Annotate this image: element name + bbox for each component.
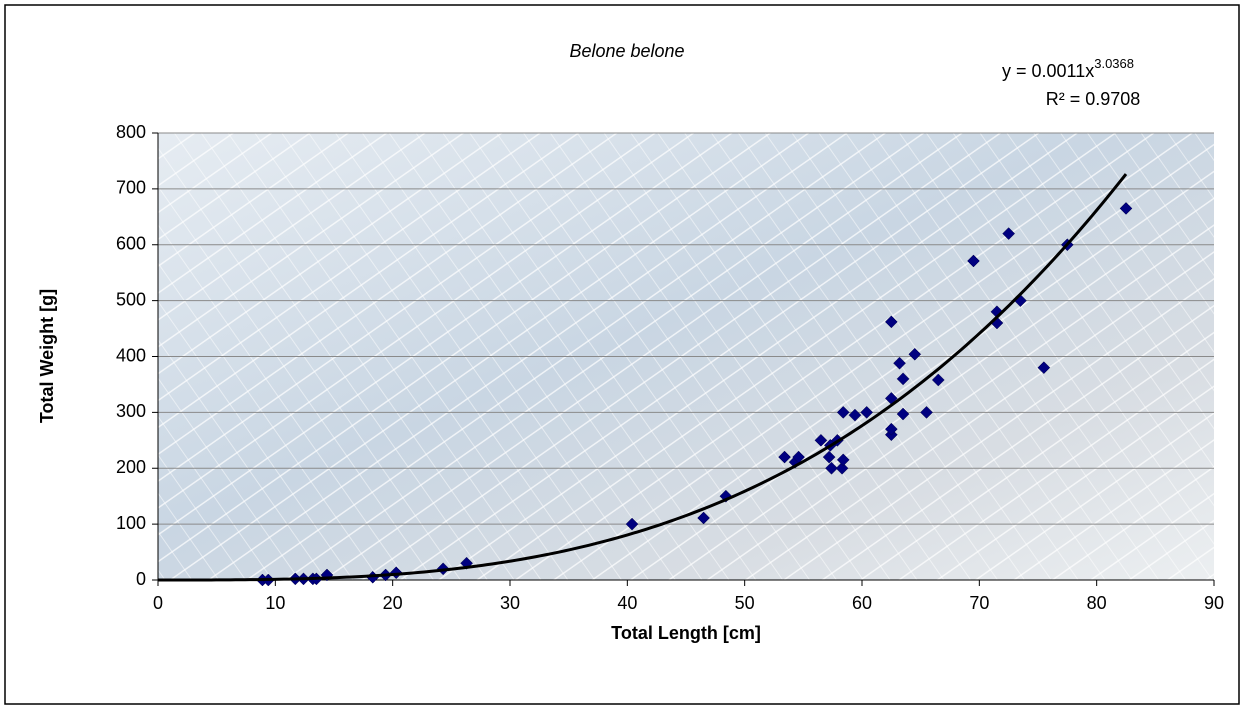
equation-exponent: 3.0368 xyxy=(1094,56,1134,71)
data-point xyxy=(931,373,945,387)
x-tick-label: 60 xyxy=(852,593,872,613)
x-tick-label: 10 xyxy=(265,593,285,613)
data-point xyxy=(814,433,828,447)
x-tick-label: 40 xyxy=(617,593,637,613)
y-tick-label: 0 xyxy=(136,569,146,589)
data-point xyxy=(896,407,910,421)
data-point xyxy=(860,406,874,419)
y-tick-label: 700 xyxy=(116,178,146,198)
data-point xyxy=(625,517,639,531)
data-point xyxy=(836,453,850,467)
x-tick-label: 90 xyxy=(1204,593,1224,613)
data-point xyxy=(908,347,922,361)
x-tick-label: 50 xyxy=(735,593,755,613)
data-point xyxy=(884,315,898,329)
data-point xyxy=(836,406,850,419)
y-tick-label: 800 xyxy=(116,122,146,142)
data-point xyxy=(835,461,849,475)
data-point xyxy=(884,422,898,436)
trendline-equation: y = 0.0011x3.0368 xyxy=(1002,56,1134,80)
y-axis-title: Total Weight [g] xyxy=(37,289,57,423)
x-tick-label: 70 xyxy=(969,593,989,613)
trendline-r-squared: R² = 0.9708 xyxy=(1046,89,1141,109)
x-tick-label: 30 xyxy=(500,593,520,613)
data-point xyxy=(893,356,906,370)
x-axis-title: Total Length [cm] xyxy=(611,623,761,643)
trendline xyxy=(158,173,1128,582)
data-point xyxy=(967,254,980,268)
y-tick-label: 600 xyxy=(116,234,146,254)
data-point xyxy=(1002,227,1016,240)
data-point xyxy=(719,489,733,503)
y-tick-label: 300 xyxy=(116,401,146,421)
chart-title: Belone belone xyxy=(569,41,684,61)
y-tick-label: 500 xyxy=(116,289,146,309)
data-point xyxy=(848,408,862,422)
data-point xyxy=(1119,202,1133,215)
x-tick-label: 20 xyxy=(383,593,403,613)
y-tick-label: 200 xyxy=(116,457,146,477)
data-point xyxy=(896,372,910,386)
data-point xyxy=(697,511,710,525)
data-point xyxy=(920,406,933,419)
y-tick-label: 100 xyxy=(116,513,146,533)
data-point xyxy=(825,461,838,475)
equation-text: y = 0.0011x xyxy=(1002,61,1094,81)
y-tick-label: 400 xyxy=(116,345,146,365)
data-point xyxy=(1037,361,1051,375)
data-point xyxy=(822,450,836,464)
data-point xyxy=(778,450,791,464)
x-tick-label: 80 xyxy=(1087,593,1107,613)
x-tick-label: 0 xyxy=(153,593,163,613)
